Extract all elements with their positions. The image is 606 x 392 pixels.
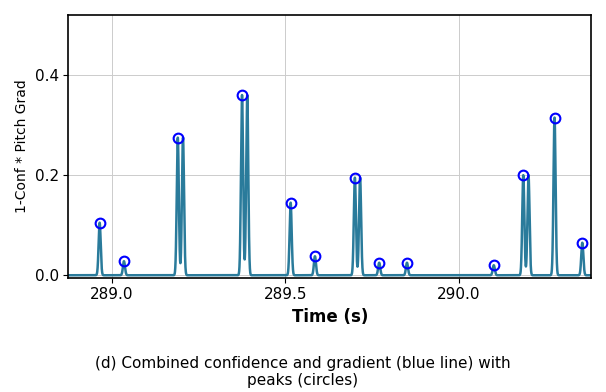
Y-axis label: 1-Conf * Pitch Grad: 1-Conf * Pitch Grad: [15, 80, 29, 213]
Text: (d) Combined confidence and gradient (blue line) with
peaks (circles): (d) Combined confidence and gradient (bl…: [95, 356, 511, 388]
X-axis label: Time (s): Time (s): [291, 308, 368, 326]
